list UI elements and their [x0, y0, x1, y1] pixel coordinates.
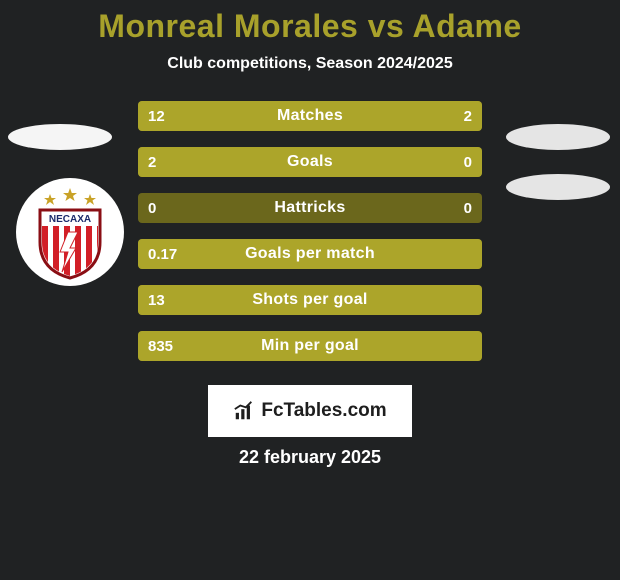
bars-area: 12Matches22Goals00Hattricks00.17Goals pe…	[0, 101, 620, 371]
stat-label: Min per goal	[138, 331, 482, 361]
stat-bar-row: 12Matches2	[138, 101, 482, 131]
stat-bar-row: 2Goals0	[138, 147, 482, 177]
stat-value-right: 0	[464, 193, 472, 223]
stat-value-right: 0	[464, 147, 472, 177]
stat-bar-row: 835Min per goal	[138, 331, 482, 361]
chart-icon	[233, 400, 255, 422]
date-text: 22 february 2025	[0, 447, 620, 468]
fctables-badge-text: FcTables.com	[261, 400, 386, 422]
stat-label: Goals per match	[138, 239, 482, 269]
stat-label: Shots per goal	[138, 285, 482, 315]
stat-bar-row: 13Shots per goal	[138, 285, 482, 315]
stat-value-right: 2	[464, 101, 472, 131]
stat-label: Matches	[138, 101, 482, 131]
comparison-card: Monreal Morales vs Adame Club competitio…	[0, 0, 620, 580]
stat-label: Goals	[138, 147, 482, 177]
subtitle: Club competitions, Season 2024/2025	[0, 55, 620, 73]
fctables-badge[interactable]: FcTables.com	[208, 385, 412, 437]
bars-container: 12Matches22Goals00Hattricks00.17Goals pe…	[138, 101, 482, 377]
stat-label: Hattricks	[138, 193, 482, 223]
stat-bar-row: 0.17Goals per match	[138, 239, 482, 269]
page-title: Monreal Morales vs Adame	[0, 0, 620, 45]
stat-bar-row: 0Hattricks0	[138, 193, 482, 223]
